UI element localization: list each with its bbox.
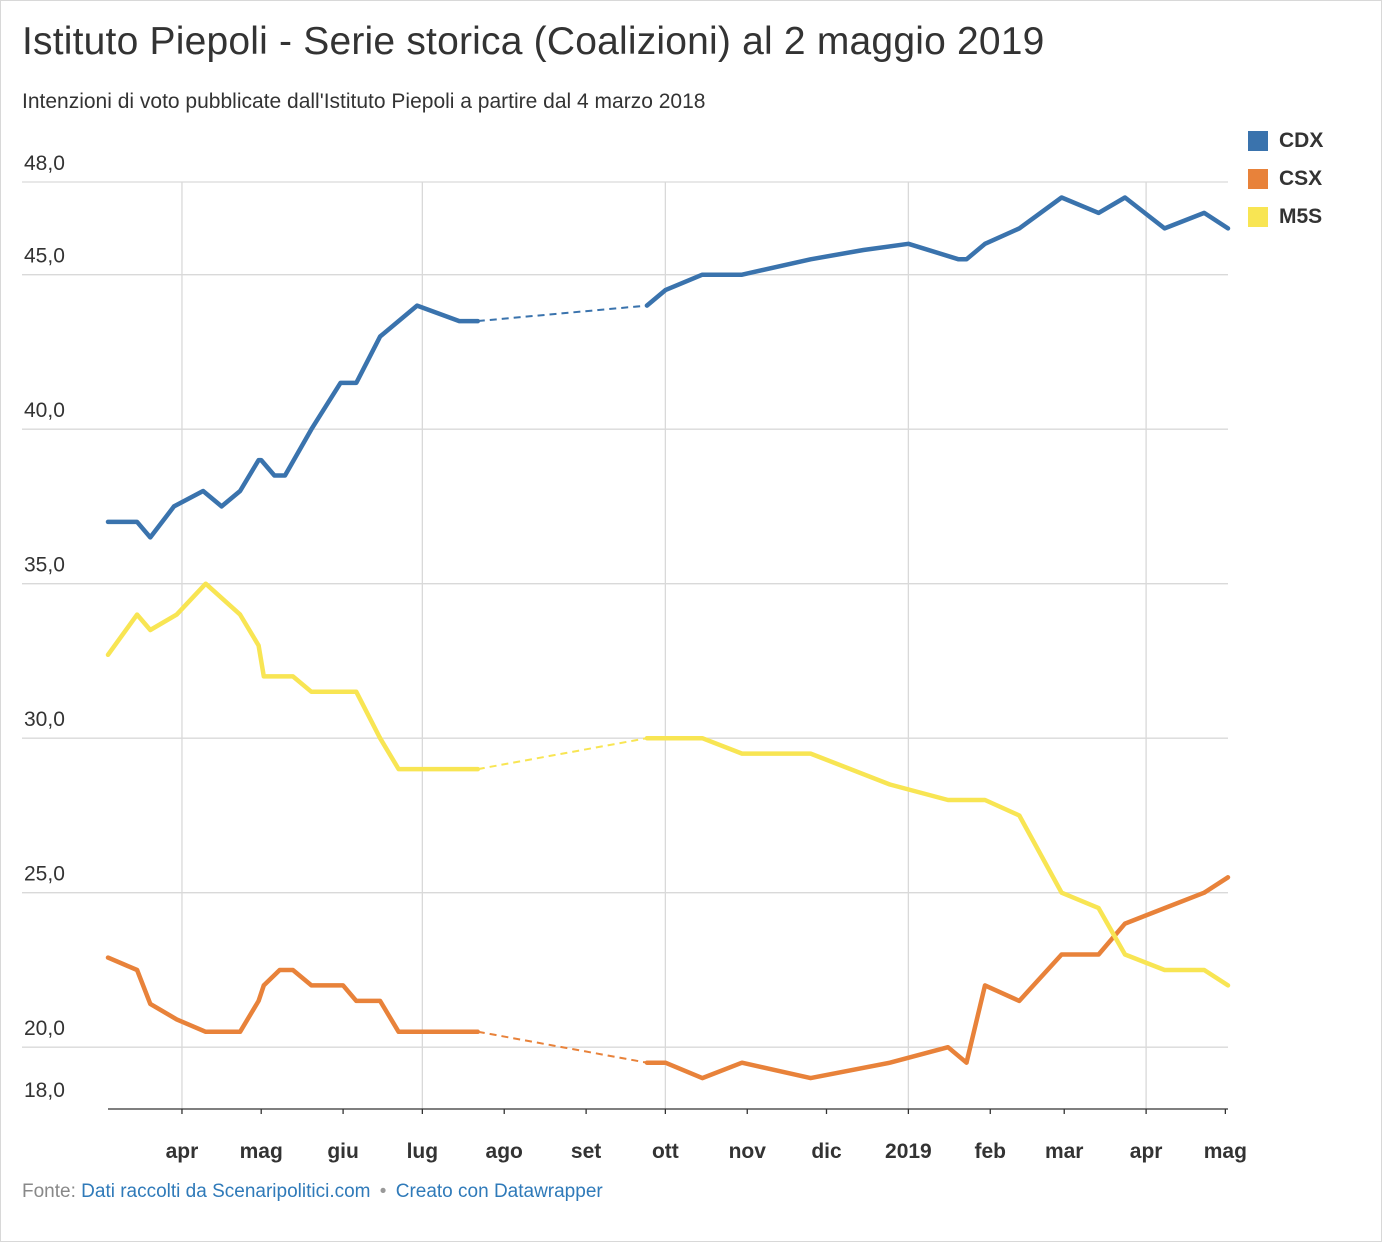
x-tick-label: 2019 — [885, 1140, 932, 1163]
datawrapper-link[interactable]: Creato con Datawrapper — [395, 1181, 603, 1202]
chart-subtitle: Intenzioni di voto pubblicate dall'Istit… — [22, 90, 706, 113]
x-tick-label: mag — [240, 1140, 283, 1163]
source-link[interactable]: Dati raccolti da Scenaripolitici.com — [81, 1181, 371, 1202]
x-tick-label: ago — [486, 1140, 523, 1163]
axis-layer: 48,0 45,0 40,0 35,0 30,0 25,0 20,0 18,0 apr mag gi… — [24, 152, 1247, 1163]
series-csx — [105, 875, 1231, 1081]
y-tick-label: 35,0 — [24, 554, 65, 577]
legend-swatch-m5s — [1248, 207, 1268, 227]
x-tick-label: giu — [327, 1140, 359, 1163]
series-line-m5s — [644, 735, 1231, 988]
y-tick-label: 20,0 — [24, 1017, 65, 1040]
y-tick-label: 25,0 — [24, 863, 65, 886]
y-tick-label: 18,0 — [24, 1079, 65, 1102]
chart-footer: Fonte: Dati raccolti da Scenaripolitici.… — [22, 1181, 603, 1203]
y-tick-label: 30,0 — [24, 708, 65, 731]
series-line-cdx — [105, 303, 481, 540]
chart-legend: CDX CSX M5S — [1248, 122, 1323, 236]
legend-item-cdx: CDX — [1248, 122, 1323, 160]
series-m5s — [105, 581, 1231, 988]
series-line-cdx — [644, 195, 1231, 308]
legend-swatch-cdx — [1248, 131, 1268, 151]
x-tick-label: apr — [166, 1140, 199, 1163]
x-tick-label: lug — [407, 1140, 439, 1163]
x-tick-label: dic — [811, 1140, 842, 1163]
y-tick-label: 40,0 — [24, 399, 65, 422]
grid-layer — [22, 181, 1228, 1109]
legend-item-m5s: M5S — [1248, 198, 1323, 236]
chart-title: Istituto Piepoli - Serie storica (Coaliz… — [22, 20, 1045, 63]
y-tick-label: 48,0 — [24, 152, 65, 175]
x-tick-label: apr — [1130, 1140, 1163, 1163]
series-cdx — [105, 195, 1231, 540]
footer-prefix: Fonte: — [22, 1181, 76, 1202]
x-tick-label: mar — [1045, 1140, 1084, 1163]
x-tick-label: mag — [1204, 1140, 1247, 1163]
x-tick-label: set — [571, 1140, 601, 1163]
series-gap-m5s — [477, 737, 648, 771]
x-tick-label: ott — [652, 1140, 679, 1163]
series-layer — [105, 195, 1231, 1081]
series-line-csx — [644, 875, 1231, 1081]
x-tick-label: feb — [975, 1140, 1007, 1163]
legend-item-csx: CSX — [1248, 160, 1323, 198]
series-gap-cdx — [477, 304, 647, 323]
footer-separator: • — [379, 1181, 387, 1202]
x-tick-label: nov — [729, 1140, 767, 1163]
y-tick-label: 45,0 — [24, 245, 65, 268]
legend-swatch-csx — [1248, 169, 1268, 189]
legend-label-m5s: M5S — [1279, 205, 1323, 228]
series-line-csx — [105, 955, 481, 1035]
legend-label-cdx: CDX — [1279, 129, 1324, 152]
legend-label-csx: CSX — [1279, 167, 1323, 190]
series-gap-csx — [477, 1030, 648, 1064]
series-line-m5s — [105, 581, 481, 772]
